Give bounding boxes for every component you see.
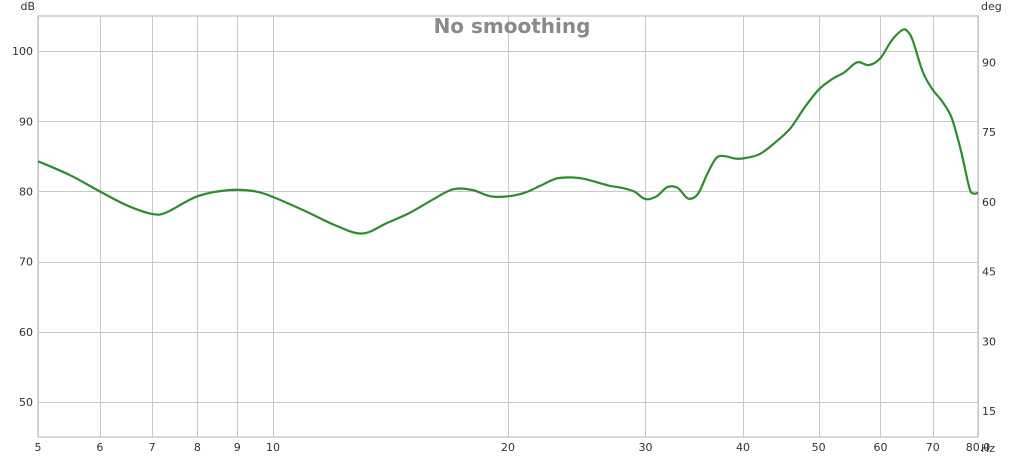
x-axis-unit: Hz — [981, 442, 995, 454]
y-tick-label: 60 — [19, 326, 33, 339]
y-axis-unit-right: deg — [981, 0, 1002, 13]
grid — [37, 15, 979, 438]
y-axis-unit-left: dB — [20, 0, 35, 13]
x-tick-label: 40 — [736, 441, 750, 454]
y-tick-label: 50 — [19, 396, 33, 409]
y-right-tick-label: 30 — [982, 335, 996, 348]
x-tick-label: 9 — [234, 441, 241, 454]
x-tick-label: 70 — [926, 441, 940, 454]
x-tick-label: 80.0 — [966, 441, 991, 454]
y-right-tick-label: 45 — [982, 266, 996, 279]
y-tick-label: 100 — [12, 45, 33, 58]
y-right-tick-label: 15 — [982, 405, 996, 418]
y-right-tick-label: 75 — [982, 126, 996, 139]
x-tick-label: 5 — [35, 441, 42, 454]
y-tick-label: 90 — [19, 115, 33, 128]
y-tick-label: 80 — [19, 185, 33, 198]
x-tick-label: 7 — [149, 441, 156, 454]
y-right-tick-label: 90 — [982, 56, 996, 69]
x-tick-label: 8 — [194, 441, 201, 454]
series-line — [37, 28, 979, 235]
x-tick-label: 60 — [873, 441, 887, 454]
x-tick-label: 30 — [638, 441, 652, 454]
x-tick-label: 50 — [812, 441, 826, 454]
x-tick-label: 6 — [96, 441, 103, 454]
axes: 5 6 7 8 9 10 20 30 40 50 60 70 80.0 50 60 70 80 90 100 15 30… — [12, 45, 996, 454]
x-tick-label: 10 — [266, 441, 280, 454]
y-right-tick-label: 60 — [982, 196, 996, 209]
chart-title: No smoothing — [434, 14, 591, 38]
y-tick-label: 70 — [19, 256, 33, 269]
x-tick-label: 20 — [501, 441, 515, 454]
series-layer — [37, 28, 979, 235]
